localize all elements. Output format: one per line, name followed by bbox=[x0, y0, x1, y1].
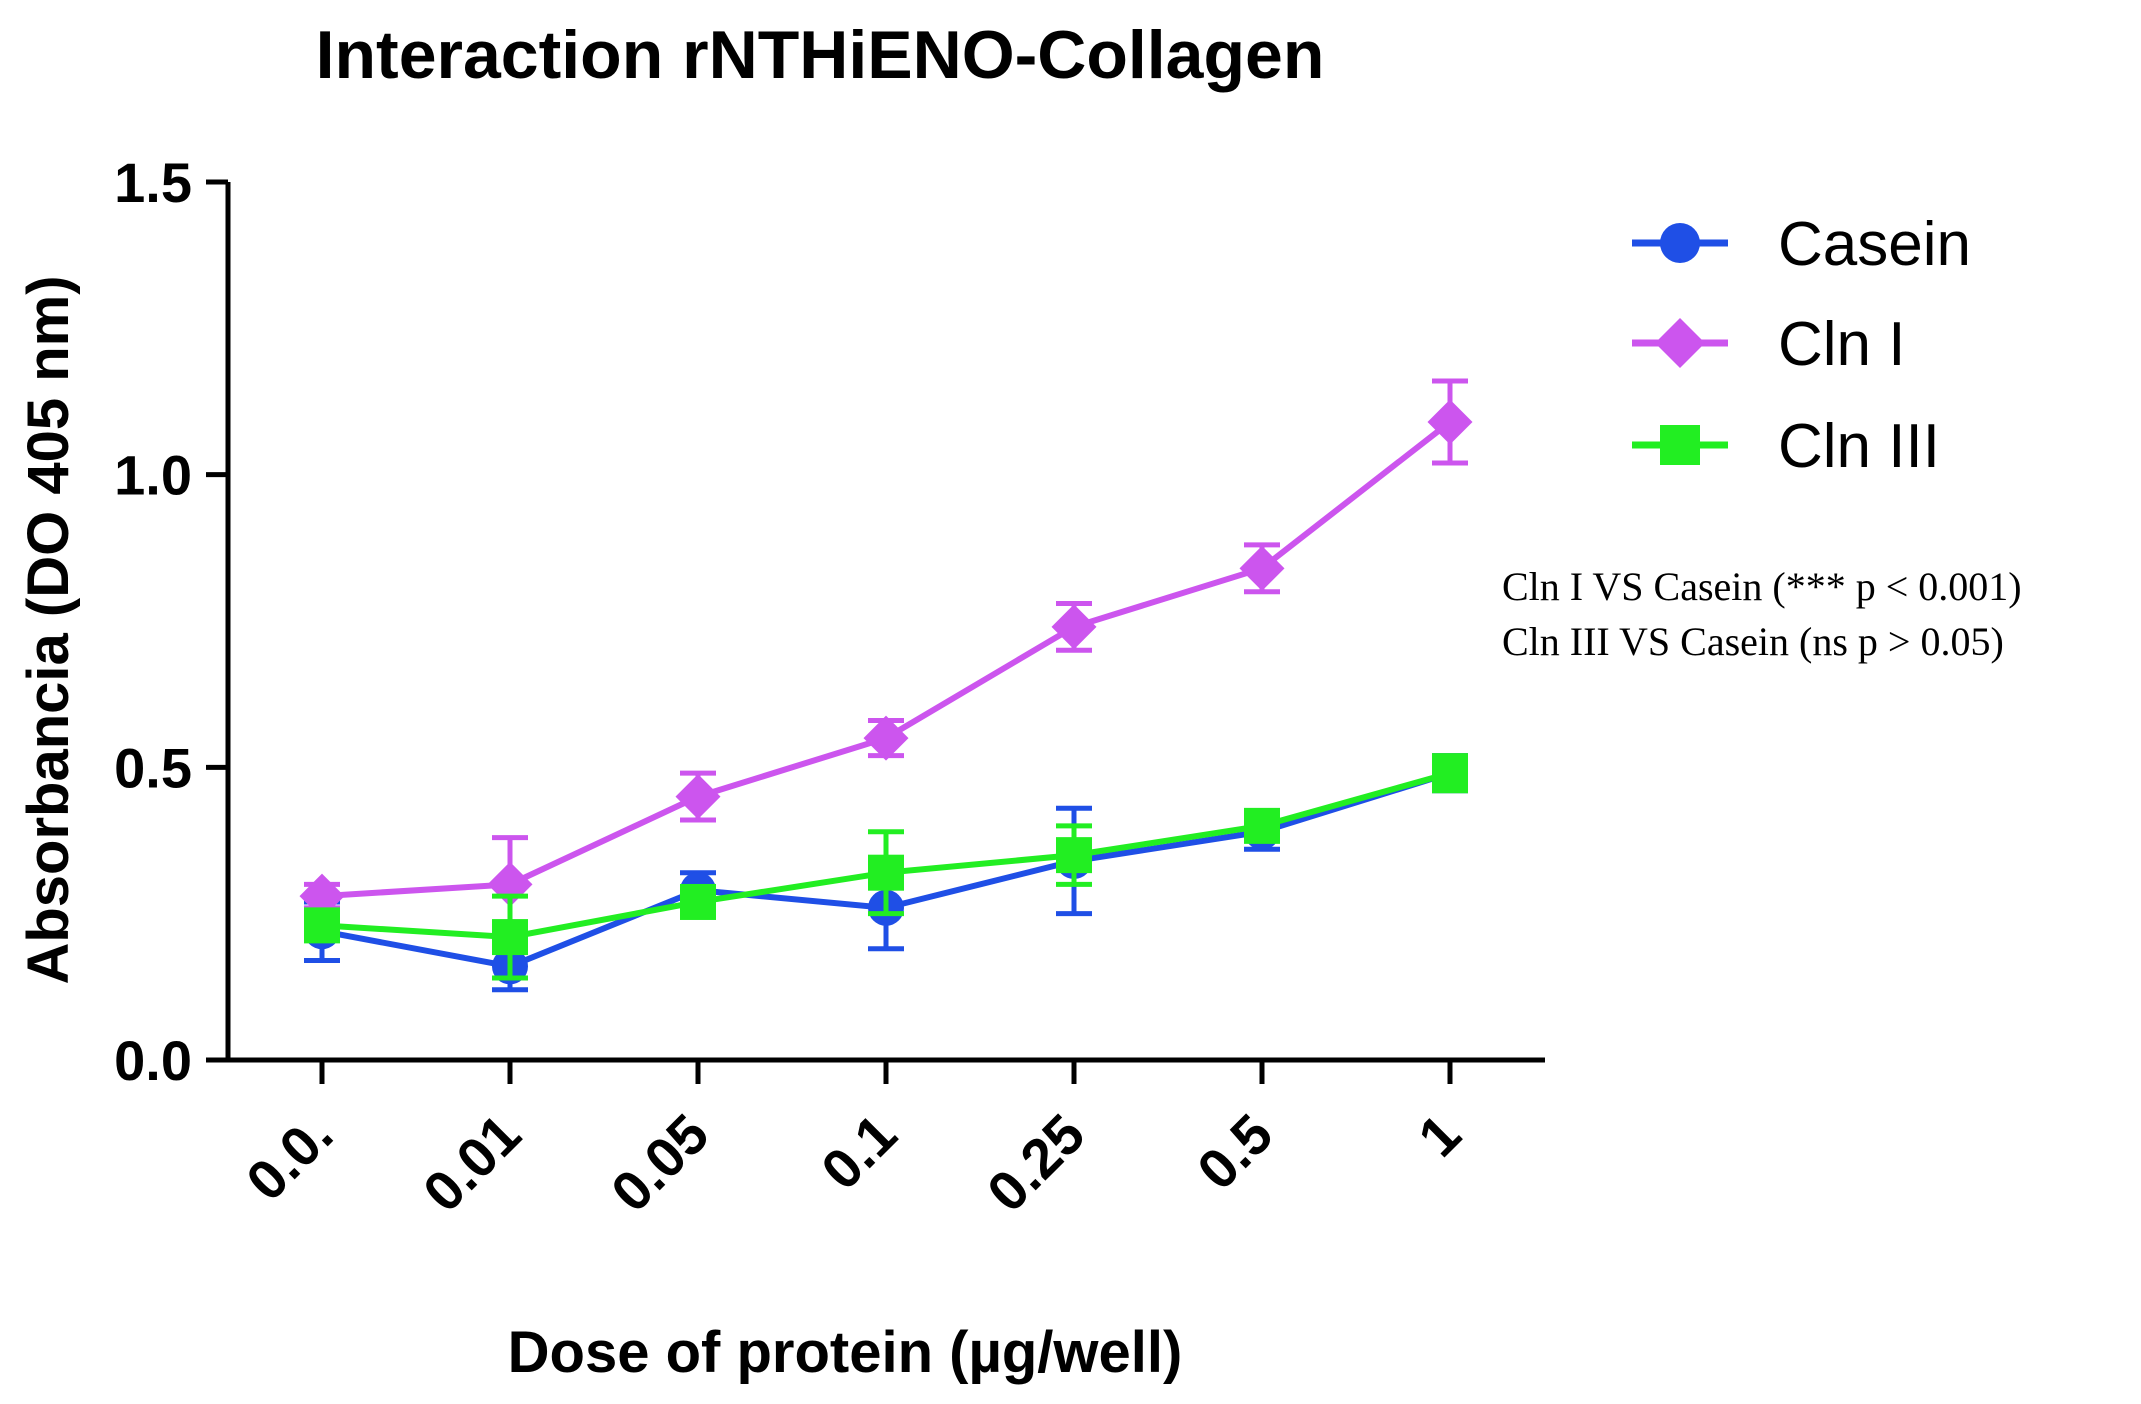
data-point bbox=[492, 919, 528, 956]
x-axis-label: Dose of protein (µg/well) bbox=[508, 1320, 1183, 1385]
series-cln-iii bbox=[304, 753, 1468, 981]
data-point bbox=[1432, 755, 1468, 792]
data-point bbox=[1056, 837, 1092, 874]
chart-title: Interaction rNTHiENO-Collagen bbox=[316, 17, 1325, 93]
data-point bbox=[680, 883, 716, 920]
annotation-cln-i-vs-casein: Cln I VS Casein (*** p < 0.001) bbox=[1502, 564, 2022, 609]
legend-label: Casein bbox=[1778, 210, 1971, 279]
y-tick-label: 1.5 bbox=[114, 151, 192, 214]
x-tick-label: 0.01 bbox=[411, 1102, 533, 1224]
y-tick-label: 1.0 bbox=[114, 444, 192, 507]
x-tick-label: 0.05 bbox=[599, 1102, 721, 1224]
data-point bbox=[675, 774, 721, 820]
legend-marker bbox=[1655, 318, 1705, 368]
annotation-cln-iii-vs-casein: Cln III VS Casein (ns p > 0.05) bbox=[1502, 619, 2004, 664]
x-tick-label: 0.0. bbox=[234, 1102, 345, 1213]
y-tick-label: 0.0 bbox=[114, 1029, 192, 1092]
x-tick-label: 0.5 bbox=[1185, 1102, 1285, 1202]
data-point bbox=[299, 873, 345, 919]
data-point bbox=[1051, 604, 1097, 650]
data-point bbox=[1244, 807, 1280, 844]
legend-marker bbox=[1660, 425, 1700, 465]
legend-label: Cln I bbox=[1778, 310, 1905, 379]
legend-item-casein: Casein bbox=[1632, 210, 1971, 279]
x-tick-label: 1 bbox=[1406, 1102, 1473, 1169]
legend-item-cln-iii: Cln III bbox=[1632, 412, 1940, 481]
x-tick-label: 0.25 bbox=[975, 1102, 1097, 1224]
data-point bbox=[1239, 545, 1285, 591]
y-tick-label: 0.5 bbox=[114, 736, 192, 799]
x-tick-label: 0.1 bbox=[809, 1102, 909, 1202]
y-axis-label: Absorbancia (DO 405 nm) bbox=[16, 275, 81, 984]
legend-marker bbox=[1660, 223, 1700, 263]
data-point bbox=[1427, 399, 1473, 445]
data-point bbox=[868, 854, 904, 891]
data-point bbox=[863, 715, 909, 761]
legend-item-cln-i: Cln I bbox=[1632, 310, 1905, 379]
data-point bbox=[304, 907, 340, 944]
legend-label: Cln III bbox=[1778, 412, 1940, 481]
series-cln-i bbox=[299, 378, 1473, 934]
